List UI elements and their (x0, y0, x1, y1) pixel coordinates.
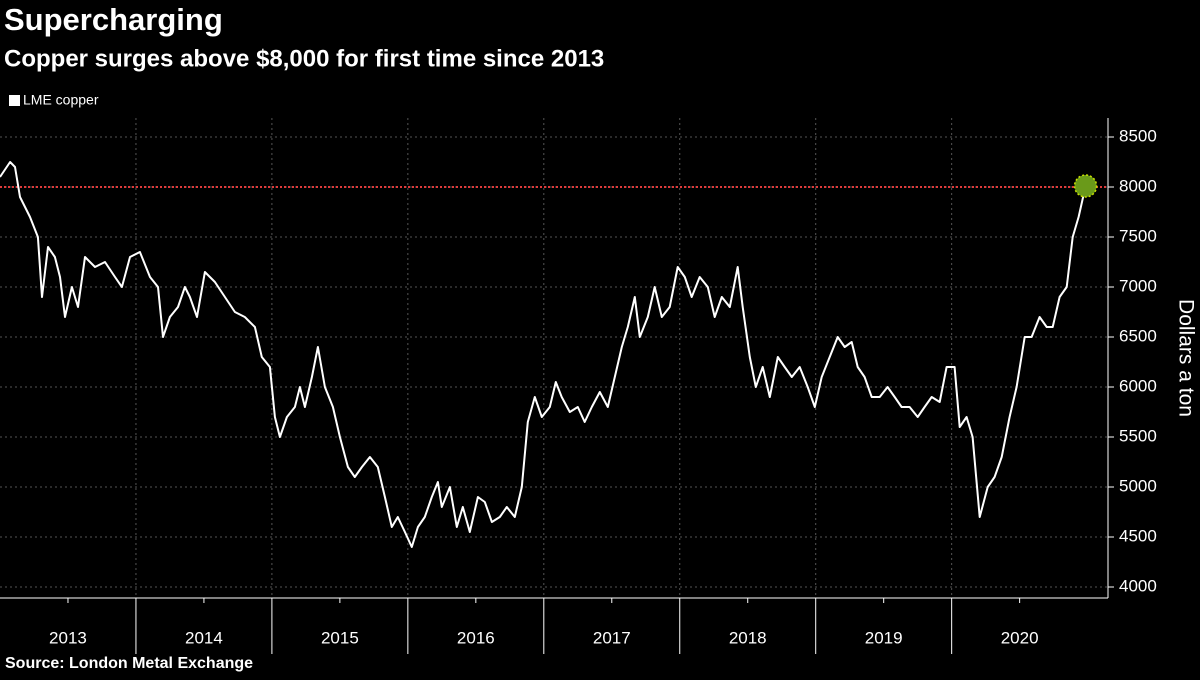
y-tick-label: 8500 (1119, 126, 1157, 145)
x-tick-label: 2016 (457, 628, 495, 647)
legend-label: LME copper (23, 92, 99, 108)
series-line (0, 161, 1087, 548)
y-tick-label: 5500 (1119, 426, 1157, 445)
source: Source: London Metal Exchange (5, 655, 253, 672)
x-tick-label: 2013 (49, 628, 87, 647)
y-tick-label: 7000 (1119, 276, 1157, 295)
x-tick-label: 2017 (593, 628, 631, 647)
y-tick-label: 6500 (1119, 326, 1157, 345)
x-tick-label: 2018 (729, 628, 767, 647)
highlight-point (1073, 174, 1098, 198)
x-tick-label: 2019 (865, 628, 903, 647)
y-axis-title: Dollars a ton (1174, 299, 1197, 417)
y-tick-label: 4000 (1119, 576, 1157, 595)
x-tick-label: 2015 (321, 628, 359, 647)
x-tick-label: 2020 (1001, 628, 1039, 647)
chart-title: Supercharging (4, 2, 223, 37)
y-tick-label: 4500 (1119, 526, 1157, 545)
y-tick-label: 6000 (1119, 376, 1157, 395)
y-tick-label: 5000 (1119, 476, 1157, 495)
chart-subtitle: Copper surges above $8,000 for first tim… (4, 45, 604, 72)
y-tick-label: 8000 (1119, 176, 1157, 195)
x-tick-label: 2014 (185, 628, 223, 647)
y-tick-label: 7500 (1119, 226, 1157, 245)
legend-swatch (9, 95, 20, 106)
